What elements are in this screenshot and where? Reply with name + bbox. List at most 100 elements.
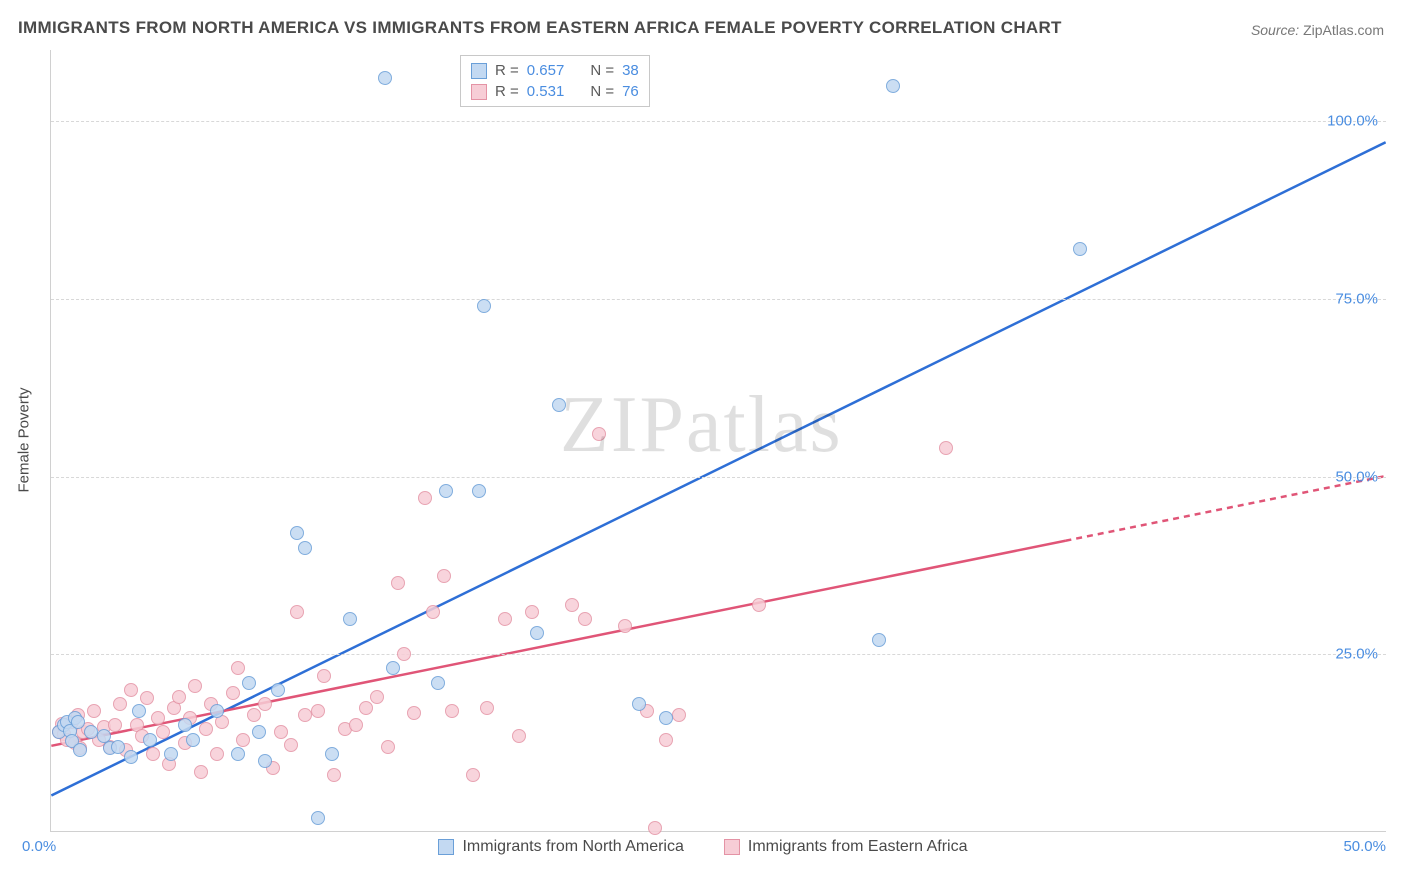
scatter-point-north_america [343,612,357,626]
scatter-point-eastern_africa [236,733,250,747]
scatter-point-north_america [659,711,673,725]
scatter-point-eastern_africa [140,691,154,705]
scatter-point-north_america [143,733,157,747]
gridline [51,477,1386,478]
scatter-point-eastern_africa [407,706,421,720]
scatter-point-eastern_africa [391,576,405,590]
scatter-point-eastern_africa [172,690,186,704]
scatter-point-eastern_africa [274,725,288,739]
source-label: Source: [1251,22,1299,38]
scatter-point-eastern_africa [188,679,202,693]
scatter-point-eastern_africa [445,704,459,718]
scatter-point-eastern_africa [578,612,592,626]
stats-row-north_america: R = 0.657 N = 38 [471,60,639,81]
scatter-point-eastern_africa [284,738,298,752]
scatter-point-eastern_africa [381,740,395,754]
regression-line-eastern_africa-extrapolated [1065,476,1385,541]
legend-label-north-america: Immigrants from North America [462,838,683,856]
scatter-point-north_america [111,740,125,754]
source-attribution: Source: ZipAtlas.com [1251,22,1384,38]
scatter-point-eastern_africa [359,701,373,715]
scatter-point-north_america [186,733,200,747]
scatter-point-eastern_africa [939,441,953,455]
scatter-point-north_america [439,484,453,498]
gridline [51,121,1386,122]
gridline [51,654,1386,655]
scatter-point-north_america [271,683,285,697]
scatter-point-north_america [71,715,85,729]
legend-swatch-north-america [438,839,454,855]
scatter-point-north_america [1073,242,1087,256]
stats-legend-box: R = 0.657 N = 38R = 0.531 N = 76 [460,55,650,107]
y-tick-label: 100.0% [1327,113,1378,130]
scatter-point-north_america [258,754,272,768]
scatter-point-eastern_africa [199,722,213,736]
r-value: 0.531 [527,83,565,100]
scatter-point-eastern_africa [194,765,208,779]
scatter-point-eastern_africa [466,768,480,782]
gridline [51,299,1386,300]
scatter-point-north_america [872,633,886,647]
scatter-point-eastern_africa [426,605,440,619]
legend-item-north-america: Immigrants from North America [438,838,683,856]
chart-title: IMMIGRANTS FROM NORTH AMERICA VS IMMIGRA… [18,18,1062,38]
r-label: R = [495,62,519,79]
scatter-point-eastern_africa [480,701,494,715]
scatter-point-eastern_africa [349,718,363,732]
scatter-point-eastern_africa [258,697,272,711]
scatter-point-north_america [632,697,646,711]
scatter-point-eastern_africa [370,690,384,704]
scatter-point-eastern_africa [146,747,160,761]
scatter-point-north_america [530,626,544,640]
scatter-point-north_america [378,71,392,85]
scatter-point-north_america [132,704,146,718]
scatter-point-eastern_africa [327,768,341,782]
scatter-point-north_america [298,541,312,555]
scatter-point-eastern_africa [512,729,526,743]
y-axis-label: Female Poverty [16,387,33,492]
scatter-point-eastern_africa [87,704,101,718]
scatter-point-eastern_africa [290,605,304,619]
scatter-point-north_america [73,743,87,757]
scatter-point-eastern_africa [151,711,165,725]
legend-label-eastern-africa: Immigrants from Eastern Africa [748,838,968,856]
scatter-point-north_america [386,661,400,675]
scatter-point-north_america [325,747,339,761]
scatter-point-eastern_africa [525,605,539,619]
scatter-point-eastern_africa [247,708,261,722]
y-tick-label: 75.0% [1335,290,1378,307]
scatter-point-north_america [290,526,304,540]
scatter-point-eastern_africa [592,427,606,441]
n-label: N = [590,83,614,100]
scatter-point-eastern_africa [498,612,512,626]
scatter-point-north_america [431,676,445,690]
stats-swatch-icon [471,63,487,79]
scatter-point-eastern_africa [317,669,331,683]
scatter-point-eastern_africa [752,598,766,612]
scatter-plot-area: 25.0%50.0%75.0%100.0% [50,50,1386,832]
scatter-point-eastern_africa [618,619,632,633]
regression-line-eastern_africa [51,541,1065,746]
scatter-point-eastern_africa [437,569,451,583]
scatter-point-eastern_africa [124,683,138,697]
scatter-point-north_america [210,704,224,718]
r-value: 0.657 [527,62,565,79]
scatter-point-north_america [311,811,325,825]
scatter-point-north_america [242,676,256,690]
scatter-point-eastern_africa [648,821,662,835]
scatter-point-north_america [472,484,486,498]
source-value: ZipAtlas.com [1303,22,1384,38]
n-label: N = [590,62,614,79]
scatter-point-north_america [164,747,178,761]
scatter-point-north_america [886,79,900,93]
regression-line-north_america [51,142,1385,795]
scatter-point-north_america [552,398,566,412]
scatter-point-eastern_africa [210,747,224,761]
scatter-point-eastern_africa [418,491,432,505]
n-value: 76 [622,83,639,100]
stats-swatch-icon [471,84,487,100]
n-value: 38 [622,62,639,79]
scatter-point-north_america [231,747,245,761]
scatter-point-eastern_africa [397,647,411,661]
scatter-point-eastern_africa [298,708,312,722]
